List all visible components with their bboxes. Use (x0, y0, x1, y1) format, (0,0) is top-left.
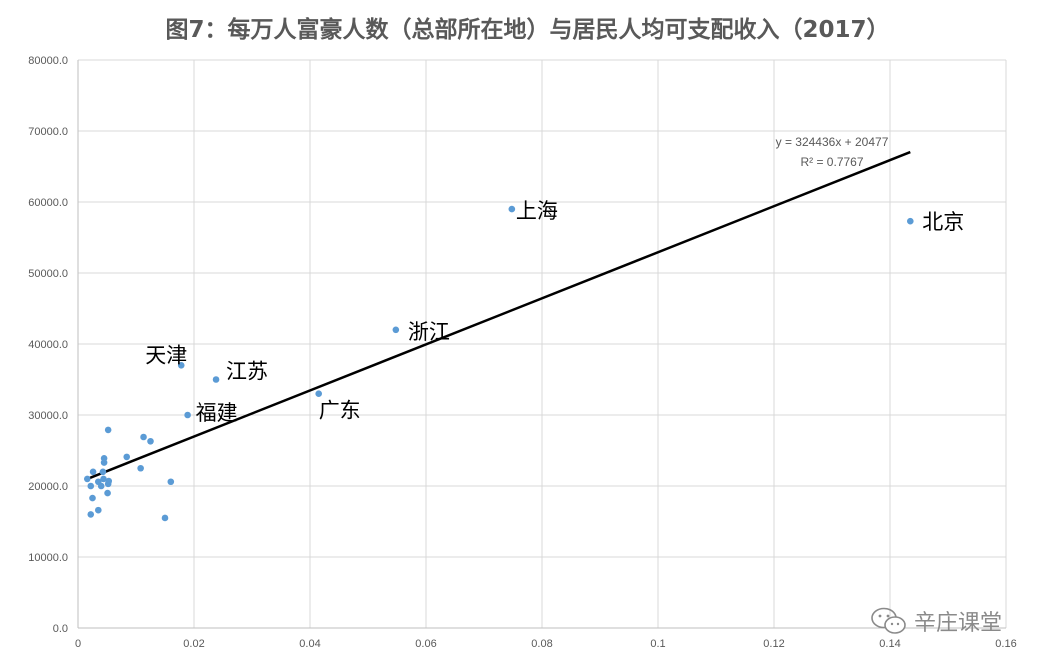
trendline (86, 150, 911, 481)
data-point (100, 475, 107, 483)
x-tick-label: 0.08 (531, 638, 552, 650)
point-label: 福建 (196, 401, 238, 425)
point-label: 上海 (516, 199, 558, 223)
data-point (95, 506, 102, 514)
point-label: 北京 (922, 210, 964, 234)
trendline-group (86, 150, 911, 481)
data-point-广东 (315, 390, 323, 398)
data-point (100, 455, 108, 462)
y-tick-label: 50000.0 (28, 268, 68, 280)
data-point (87, 511, 95, 518)
y-tick-label: 60000.0 (28, 197, 68, 209)
x-tick-label: 0.06 (415, 638, 436, 650)
data-point (97, 482, 105, 490)
trendline-r-squared: R² = 0.7767 (800, 155, 863, 169)
data-point-福建 (184, 411, 191, 419)
data-point-江苏 (212, 376, 220, 383)
data-point (83, 475, 91, 483)
data-point (167, 478, 175, 486)
data-point (105, 477, 113, 485)
chart-title: 图7：每万人富豪人数（总部所在地）与居民人均可支配收入（2017） (165, 17, 890, 43)
data-point (147, 437, 154, 445)
point-label: 浙江 (408, 320, 450, 344)
x-tick-label: 0.16 (995, 638, 1016, 650)
data-points (83, 205, 914, 522)
y-tick-label: 80000.0 (28, 55, 68, 67)
data-point-浙江 (392, 326, 400, 334)
data-point (104, 426, 112, 434)
axes: 0.0 10000.0 20000.0 30000.0 40000.0 50000.0 60… (28, 55, 1016, 650)
data-point (123, 453, 131, 461)
x-tick-label: 0.1 (650, 638, 665, 650)
point-label: 天津 (145, 343, 187, 367)
x-tick-label: 0.04 (299, 638, 320, 650)
data-point (87, 482, 95, 490)
trendline-annotation: y = 324436x + 20477 R² = 0.7767 (776, 135, 889, 169)
data-point (89, 494, 96, 502)
data-point-天津 (177, 362, 185, 369)
point-label: 广东 (319, 399, 361, 423)
data-point (99, 468, 107, 476)
watermark: 辛庄课堂 (870, 605, 1002, 637)
y-tick-label: 30000.0 (28, 410, 68, 422)
wechat-icon (871, 607, 906, 634)
watermark-text: 辛庄课堂 (914, 611, 1003, 636)
x-tick-label: 0 (75, 638, 81, 650)
trendline-equation: y = 324436x + 20477 (776, 135, 889, 149)
y-tick-label: 0.0 (53, 623, 68, 635)
y-tick-label: 70000.0 (28, 126, 68, 138)
data-point (140, 433, 147, 441)
y-tick-label: 40000.0 (28, 339, 68, 351)
data-point (161, 514, 169, 522)
x-tick-label: 0.14 (879, 638, 900, 650)
x-tick-label: 0.02 (183, 638, 204, 650)
data-point (104, 489, 111, 497)
data-point-上海 (508, 205, 516, 213)
y-tick-label: 20000.0 (28, 481, 68, 493)
data-point (89, 468, 97, 476)
data-point-北京 (907, 217, 914, 225)
data-point (137, 464, 144, 472)
point-label: 江苏 (226, 360, 268, 384)
x-tick-label: 0.12 (763, 638, 784, 650)
y-tick-label: 10000.0 (28, 552, 68, 564)
